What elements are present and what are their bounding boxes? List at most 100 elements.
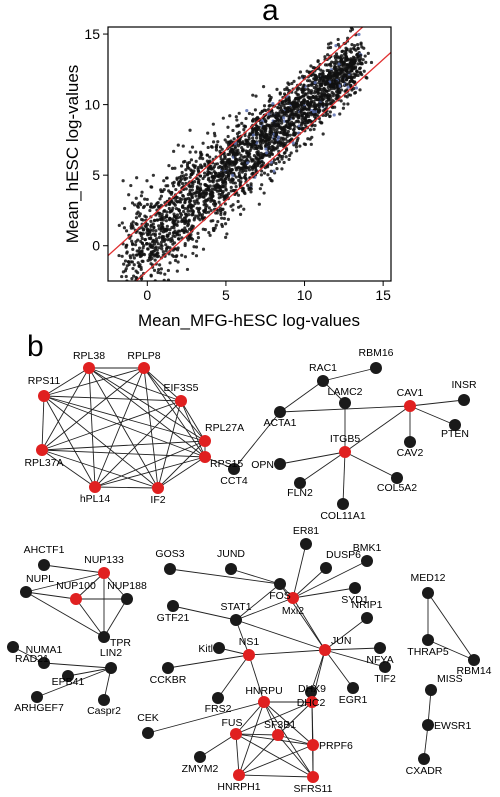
scatter-point xyxy=(324,103,328,107)
scatter-point xyxy=(120,274,124,279)
scatter-point xyxy=(240,170,244,174)
network-edge xyxy=(43,395,159,489)
network-edge xyxy=(217,654,250,699)
scatter-point xyxy=(176,220,180,224)
scatter-point xyxy=(135,204,140,208)
scatter-point xyxy=(360,72,364,77)
scatter-point xyxy=(166,268,170,273)
scatter-point xyxy=(163,272,167,276)
scatter-point xyxy=(202,199,206,204)
network-node-miss xyxy=(425,684,437,696)
scatter-point xyxy=(128,296,131,299)
scatter-point xyxy=(140,259,144,263)
network-edge xyxy=(235,733,314,778)
scatter-point xyxy=(160,247,164,251)
scatter-point xyxy=(189,233,193,237)
scatter-point xyxy=(191,204,195,208)
scatter-point xyxy=(223,163,227,167)
scatter-point xyxy=(217,166,221,170)
scatter-point xyxy=(242,165,246,169)
network-node-label: SF3B1 xyxy=(264,719,296,731)
scatter-point xyxy=(325,68,329,73)
network-edge xyxy=(143,367,182,402)
scatter-point xyxy=(259,139,263,143)
scatter-point xyxy=(284,137,288,141)
scatter-point xyxy=(349,50,353,54)
scatter-point xyxy=(238,212,243,216)
scatter-point xyxy=(272,158,277,162)
scatter-point xyxy=(135,212,139,216)
network-edge xyxy=(344,451,398,479)
scatter-point xyxy=(354,86,359,90)
scatter-point xyxy=(141,218,145,222)
scatter-point xyxy=(219,170,223,175)
network-node-gos3 xyxy=(164,563,176,575)
scatter-point xyxy=(199,195,203,199)
scatter-point xyxy=(134,216,139,220)
scatter-point xyxy=(174,187,178,192)
scatter-point xyxy=(189,158,194,162)
scatter-point xyxy=(186,209,190,213)
scatter-point xyxy=(351,66,355,70)
scatter-point xyxy=(292,127,296,131)
scatter-point xyxy=(347,82,351,86)
scatter-point xyxy=(163,215,167,220)
scatter-point xyxy=(235,118,239,122)
network-node-fos xyxy=(274,578,286,590)
fold-change-lines xyxy=(108,27,391,281)
network-edge xyxy=(88,367,96,488)
scatter-point xyxy=(191,251,195,256)
scatter-point xyxy=(188,227,192,231)
scatter-point xyxy=(358,53,363,58)
scatter-point xyxy=(254,127,258,131)
scatter-point xyxy=(287,157,291,162)
scatter-point xyxy=(143,197,147,201)
network-node-label: GOS3 xyxy=(155,548,184,560)
scatter-point xyxy=(121,179,125,183)
scatter-point xyxy=(262,108,266,112)
network-node-label: MISS xyxy=(437,673,463,685)
network-node-label: LIN2 xyxy=(100,647,122,659)
scatter-point xyxy=(166,278,171,281)
scatter-point xyxy=(231,173,235,177)
scatter-point xyxy=(308,70,312,74)
scatter-point xyxy=(341,64,345,68)
scatter-point xyxy=(245,158,249,162)
scatter-point xyxy=(183,159,187,164)
scatter-point xyxy=(361,58,365,62)
scatter-point xyxy=(299,123,303,127)
scatter-point xyxy=(357,32,361,37)
scatter-point xyxy=(160,238,165,242)
scatter-point xyxy=(172,254,176,259)
x-tick-label: 15 xyxy=(375,287,391,303)
scatter-point xyxy=(162,227,167,231)
scatter-point xyxy=(171,184,176,188)
network-edge xyxy=(43,367,145,397)
network-edge xyxy=(143,367,206,442)
scatter-point xyxy=(231,128,235,133)
scatter-point xyxy=(326,98,330,102)
scatter-point xyxy=(170,225,174,230)
scatter-point xyxy=(282,116,286,120)
network-node-med12 xyxy=(422,587,434,599)
scatter-point xyxy=(320,71,325,75)
network-node-rac1 xyxy=(317,375,329,387)
scatter-point xyxy=(316,88,320,92)
scatter-point xyxy=(192,199,196,203)
network-edge xyxy=(94,456,206,488)
scatter-point xyxy=(209,219,213,223)
scatter-point xyxy=(271,125,275,129)
network-node-mxi2 xyxy=(287,592,299,604)
scatter-point xyxy=(158,232,162,236)
scatter-point xyxy=(306,103,310,107)
scatter-point xyxy=(318,102,322,106)
scatter-point xyxy=(205,153,209,157)
scatter-point xyxy=(315,97,319,102)
scatter-point xyxy=(212,170,216,174)
scatter-point xyxy=(187,160,192,165)
scatter-point xyxy=(127,262,131,267)
scatter-point xyxy=(350,42,354,47)
scatter-point xyxy=(149,219,153,223)
scatter-point xyxy=(142,204,147,208)
scatter-point xyxy=(183,226,187,230)
